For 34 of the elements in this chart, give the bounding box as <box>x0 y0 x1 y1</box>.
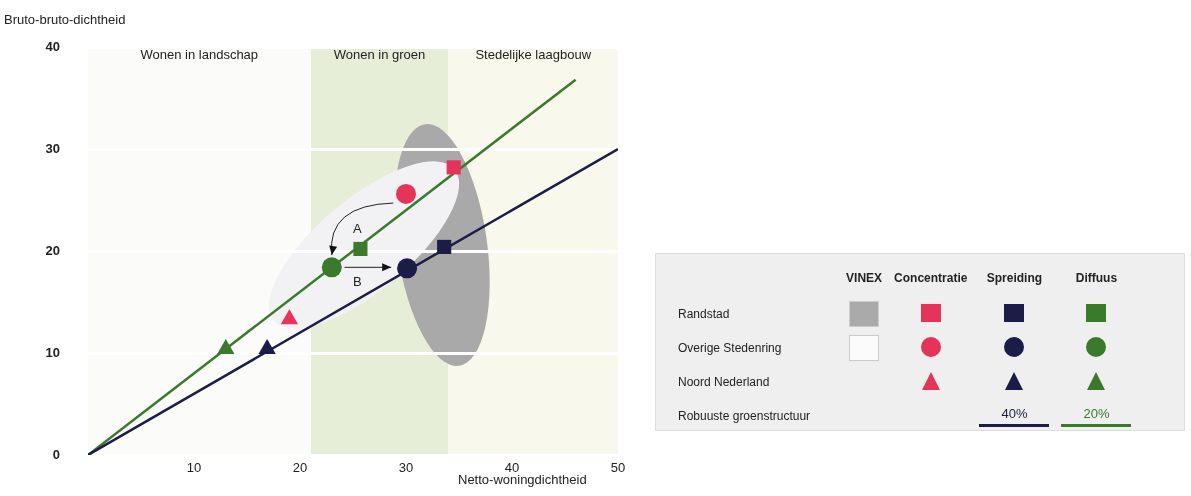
text: 40% <box>1000 405 1029 421</box>
y-tick-label: 10 <box>45 344 60 360</box>
text: Concentratie <box>893 270 969 287</box>
band-label: Stedelijke laagbouw <box>475 46 592 62</box>
point <box>321 257 342 278</box>
annotation: B <box>352 273 362 289</box>
text: Diffuus <box>1074 270 1119 287</box>
text: Randstad <box>677 306 731 323</box>
y-tick-label: 40 <box>45 38 60 54</box>
band-label: Wonen in landschap <box>140 46 259 62</box>
band-label: Wonen in groen <box>333 46 426 62</box>
y-tick-label: 20 <box>45 242 60 258</box>
text: Spreiding <box>985 270 1044 287</box>
text: Robuuste groenstructuur <box>677 408 812 425</box>
x-tick-label: 20 <box>292 460 308 476</box>
text: 20% <box>1082 405 1111 421</box>
annotation: A <box>352 220 362 236</box>
y-axis-title: Bruto-bruto-dichtheid <box>4 12 126 27</box>
point <box>280 309 299 325</box>
text: Noord Nederland <box>677 374 771 391</box>
point <box>446 160 461 175</box>
point <box>217 338 235 354</box>
text: Overige Stedenring <box>677 340 783 357</box>
text: VINEX <box>845 270 884 287</box>
y-tick-label: 30 <box>45 140 60 156</box>
point <box>437 239 452 254</box>
point <box>397 258 418 279</box>
point <box>353 241 368 257</box>
x-tick-label: 10 <box>186 460 202 476</box>
y-tick-label: 0 <box>52 446 60 462</box>
x-tick-label: 30 <box>398 460 414 476</box>
point <box>396 183 416 204</box>
x-tick-label: 50 <box>610 460 626 476</box>
point <box>258 338 276 354</box>
